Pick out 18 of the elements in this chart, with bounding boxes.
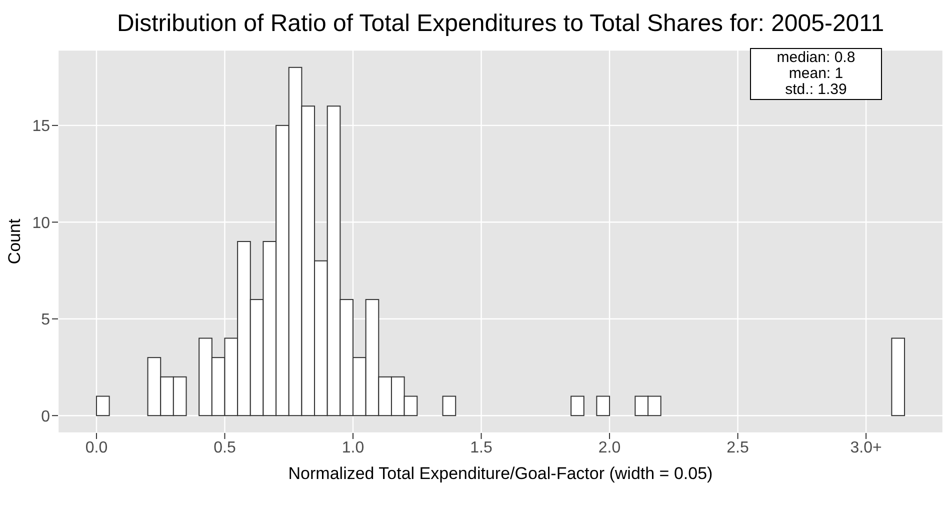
- x-tick-label: 0.5: [214, 439, 236, 456]
- stats-box: median: 0.8 mean: 1 std.: 1.39: [750, 48, 882, 100]
- x-tick-label: 2.0: [598, 439, 621, 456]
- y-tick-label: 10: [32, 214, 50, 232]
- y-tick-label: 15: [32, 118, 50, 136]
- y-tick-label: 5: [41, 312, 50, 329]
- annotation: median: 0.8: [776, 49, 856, 66]
- x-tick-label: 1.5: [470, 439, 492, 456]
- y-axis-title: Count: [5, 218, 24, 264]
- x-axis-title: Normalized Total Expenditure/Goal-Factor (width = 0.05): [288, 464, 713, 483]
- y-tick-label: 0: [41, 408, 50, 426]
- x-tick-label: 1.0: [342, 439, 364, 456]
- x-tick-label: 0.0: [85, 439, 108, 456]
- annotation: std.: 1.39: [784, 81, 848, 98]
- annotation: mean: 1: [788, 65, 844, 82]
- chart-title: Distribution of Ratio of Total Expenditures to Total Shares for: 2005-2011: [116, 10, 886, 38]
- x-tick-label: 3.0+: [850, 439, 882, 456]
- x-tick-label: 2.5: [726, 439, 749, 456]
